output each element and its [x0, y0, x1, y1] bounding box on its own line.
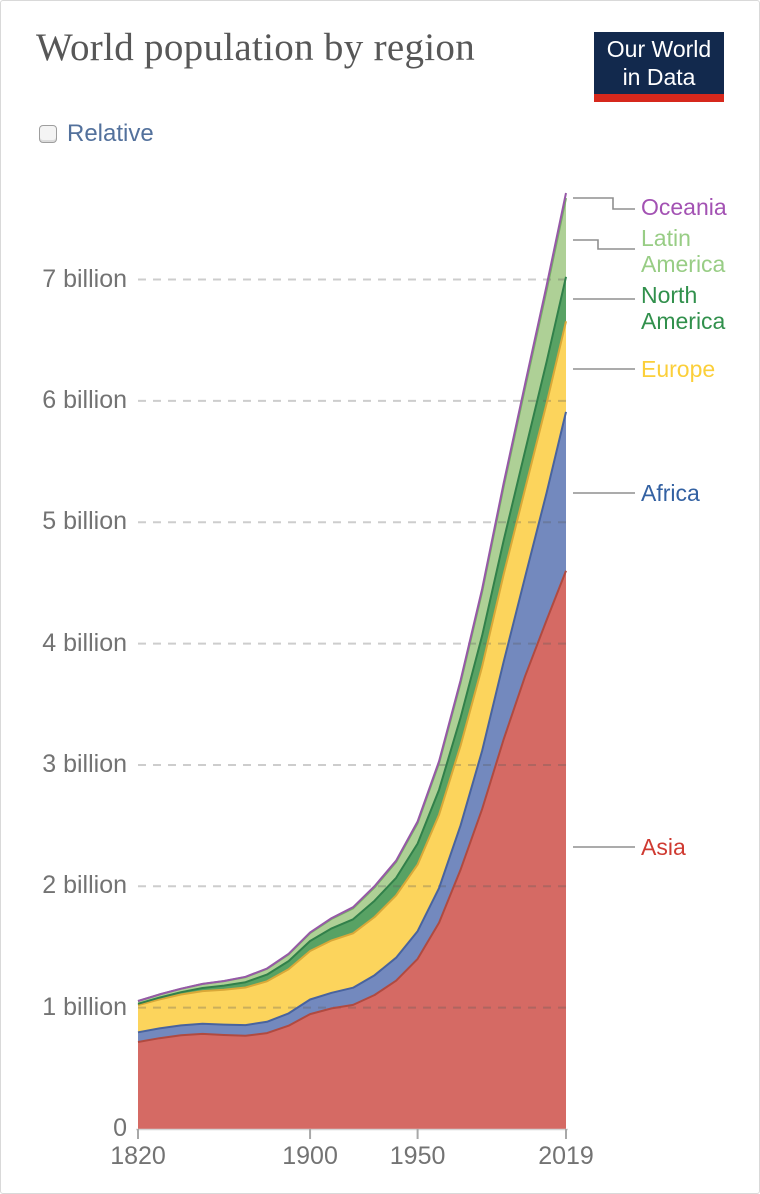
page-title: World population by region [36, 26, 476, 69]
owid-logo-redbar [594, 94, 724, 102]
legend-label-africa[interactable]: Africa [641, 480, 700, 506]
x-axis-label-1950[interactable]: 1950 [389, 1142, 446, 1170]
y-axis-label-2-billion: 2 billion [42, 871, 127, 900]
x-axis-label-1900[interactable]: 1900 [282, 1142, 338, 1170]
legend-label-north_america[interactable]: North America [641, 282, 726, 334]
owid-logo-line2: in Data [622, 64, 696, 90]
y-axis-label-5-billion: 5 billion [42, 507, 127, 536]
y-axis-label-3-billion: 3 billion [42, 749, 127, 778]
area-europe [138, 321, 566, 1033]
relative-checkbox-label: Relative [67, 120, 154, 147]
relative-toggle[interactable]: Relative [39, 120, 154, 148]
legend-label-europe[interactable]: Europe [641, 356, 716, 382]
legend-connector-latin_america [573, 239, 635, 250]
area-asia [138, 570, 566, 1129]
area-outline-north_america [137, 276, 567, 1005]
legend-label-asia[interactable]: Asia [641, 834, 686, 860]
owid-logo[interactable]: Our World in Data [594, 32, 724, 102]
area-outline-asia [137, 570, 567, 1043]
legend-connector-oceania [573, 197, 635, 210]
legend-label-oceania[interactable]: Oceania [641, 194, 727, 220]
y-axis-label-4-billion: 4 billion [42, 628, 127, 657]
y-axis-label-1-billion: 1 billion [42, 992, 127, 1021]
owid-logo-line1: Our World [606, 36, 712, 62]
y-axis-label-6-billion: 6 billion [42, 385, 127, 414]
x-axis-label-1820[interactable]: 1820 [110, 1142, 166, 1170]
legend-label-latin_america[interactable]: Latin America [641, 225, 726, 277]
relative-checkbox[interactable] [39, 125, 57, 143]
y-axis-label-7-billion: 7 billion [42, 264, 127, 293]
area-outline-oceania [137, 192, 567, 1002]
x-axis-label-2019[interactable]: 2019 [538, 1142, 594, 1170]
area-outline-africa [137, 411, 567, 1034]
y-axis-label-0: 0 [113, 1114, 127, 1142]
area-outline-europe [137, 321, 567, 1007]
owid-logo-text: Our World in Data [594, 32, 724, 94]
